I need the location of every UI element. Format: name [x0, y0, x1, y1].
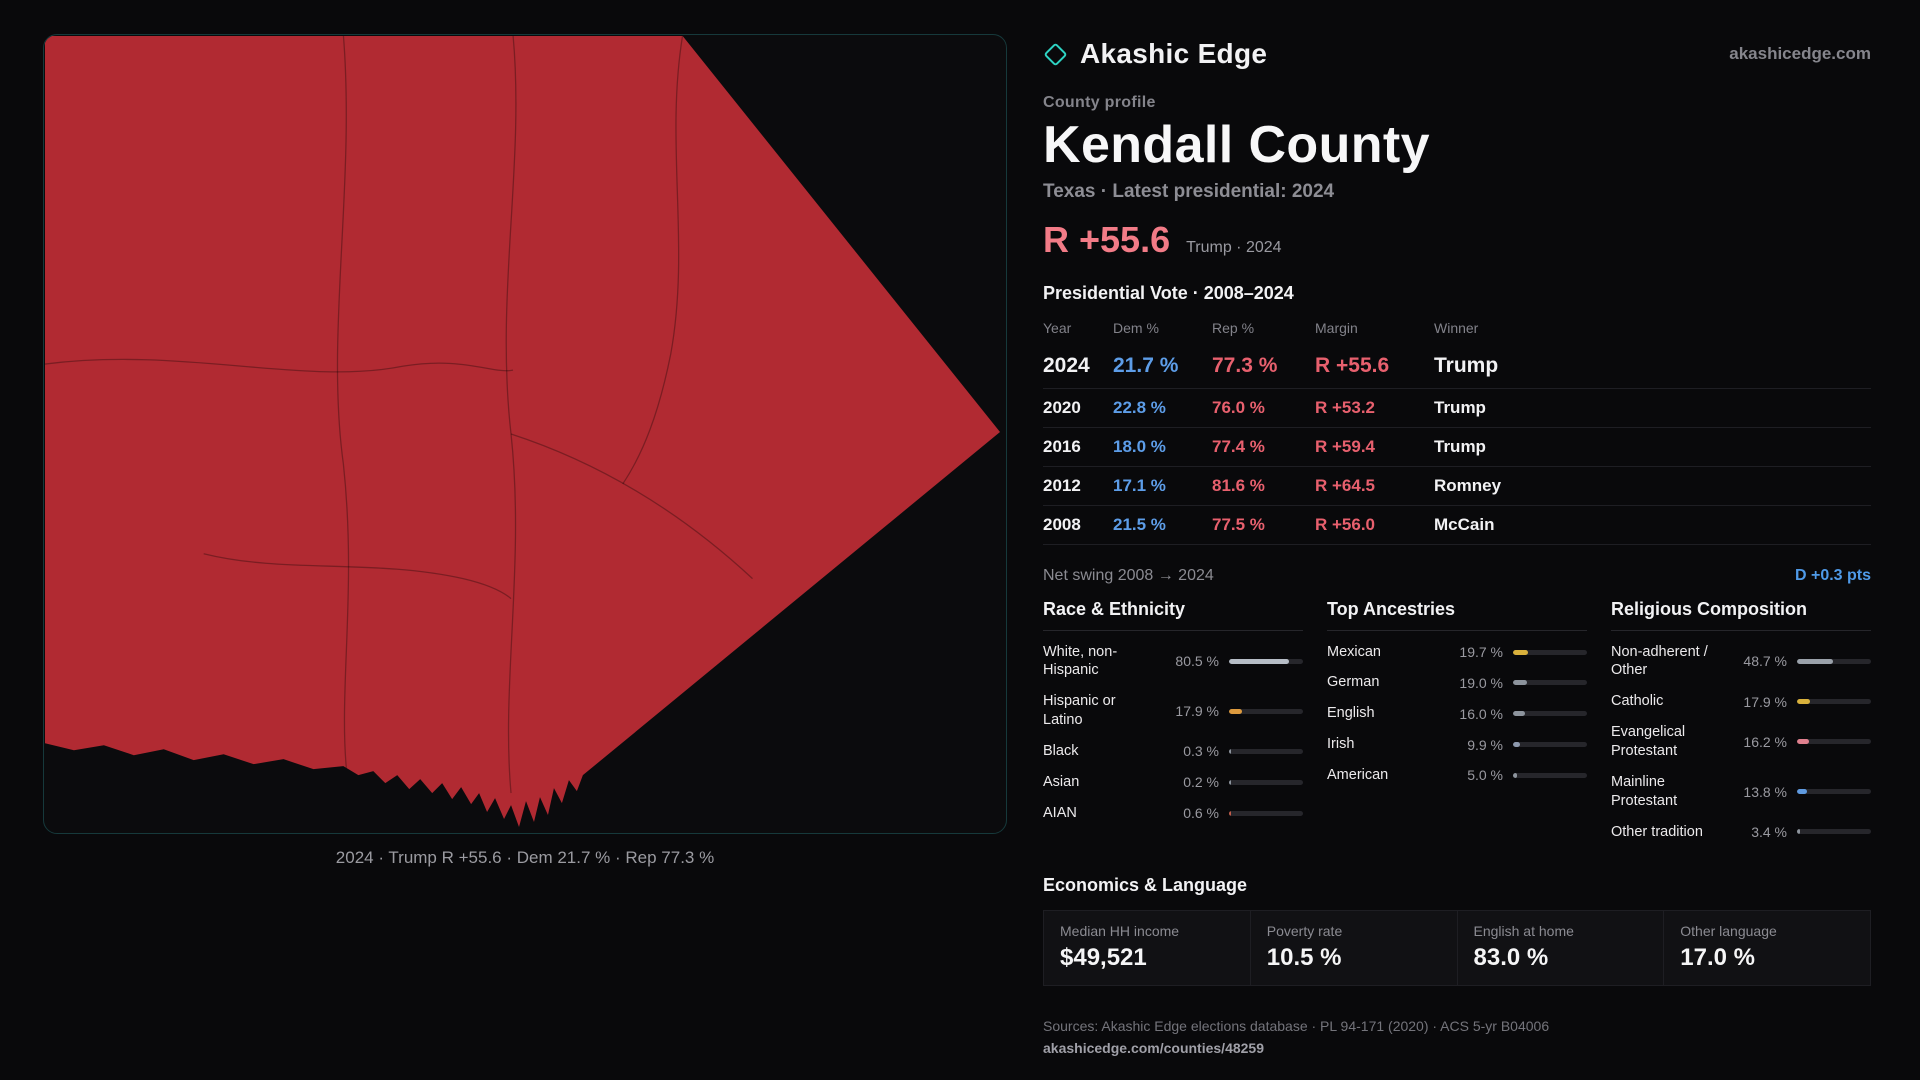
brand: Akashic Edge: [1043, 38, 1267, 70]
bar-fill: [1229, 779, 1231, 785]
race-ethnicity-column: Race & Ethnicity White, non-Hispanic 80.…: [1043, 599, 1303, 848]
vote-table-header: Year Dem % Rep % Margin Winner: [1043, 318, 1871, 344]
list-item: American 5.0 %: [1327, 760, 1587, 791]
religion-column: Religious Composition Non-adherent / Oth…: [1611, 599, 1871, 848]
bar-fill: [1513, 649, 1528, 655]
net-swing-value: D +0.3 pts: [1794, 566, 1871, 584]
bar-fill: [1229, 658, 1289, 664]
bar-track: [1513, 711, 1587, 717]
headline-margin: R +55.6 Trump · 2024: [1043, 219, 1871, 261]
list-item: AIAN 0.6 %: [1043, 798, 1303, 829]
list-item: White, non-Hispanic 80.5 %: [1043, 637, 1303, 687]
bar-fill: [1797, 699, 1811, 705]
bar-fill: [1513, 742, 1521, 748]
economics-title: Economics & Language: [1043, 875, 1248, 896]
table-row: 2016 18.0 % 77.4 % R +59.4 Trump: [1043, 428, 1871, 467]
county-shape: [44, 35, 1001, 828]
bar-fill: [1513, 711, 1525, 717]
headline-margin-value: R +55.6: [1043, 218, 1171, 260]
stat-card: Other language 17.0 %: [1664, 911, 1870, 986]
list-item: English 16.0 %: [1327, 698, 1587, 729]
bar-track: [1229, 779, 1303, 785]
table-row: 2024 21.7 % 77.3 % R +55.6 Trump: [1043, 344, 1871, 389]
bar-track: [1229, 708, 1303, 714]
col-winner: Winner: [1434, 319, 1479, 336]
list-item: Asian 0.2 %: [1043, 767, 1303, 798]
bar-track: [1797, 789, 1871, 795]
list-item: Mainline Protestant 13.8 %: [1611, 767, 1871, 817]
section-title: Top Ancestries: [1327, 599, 1587, 631]
list-item: Other tradition 3.4 %: [1611, 817, 1871, 848]
header: Akashic Edge akashicedge.com: [1043, 38, 1871, 70]
kicker: County profile: [1043, 94, 1156, 111]
page-title: Kendall County: [1043, 116, 1430, 174]
list-item: Hispanic or Latino 17.9 %: [1043, 686, 1303, 736]
sources-line: Sources: Akashic Edge elections database…: [1043, 1018, 1550, 1035]
map-caption: 2024 · Trump R +55.6 · Dem 21.7 % · Rep …: [335, 848, 715, 867]
list-item: Non-adherent / Other 48.7 %: [1611, 637, 1871, 687]
bar-track: [1513, 772, 1587, 778]
bar-track: [1513, 649, 1587, 655]
bar-fill: [1229, 810, 1231, 816]
table-row: 2012 17.1 % 81.6 % R +64.5 Romney: [1043, 467, 1871, 506]
county-map-panel: [43, 34, 1007, 834]
col-margin: Margin: [1315, 319, 1358, 336]
bar-track: [1797, 699, 1871, 705]
stat-card: Poverty rate 10.5 %: [1250, 911, 1457, 986]
list-item: Irish 9.9 %: [1327, 729, 1587, 760]
stat-card: English at home 83.0 %: [1457, 911, 1664, 986]
section-title: Religious Composition: [1611, 599, 1871, 631]
bar-track: [1797, 829, 1871, 835]
list-item: Black 0.3 %: [1043, 736, 1303, 767]
permalink[interactable]: akashicedge.com/counties/48259: [1043, 1040, 1264, 1057]
bar-track: [1229, 748, 1303, 754]
brand-name: Akashic Edge: [1080, 38, 1268, 69]
col-rep: Rep %: [1212, 319, 1255, 336]
bar-fill: [1797, 829, 1800, 835]
list-item: Evangelical Protestant 16.2 %: [1611, 717, 1871, 767]
section-title: Race & Ethnicity: [1043, 599, 1303, 631]
list-item: Catholic 17.9 %: [1611, 686, 1871, 717]
bar-fill: [1513, 680, 1528, 686]
bar-track: [1229, 658, 1303, 664]
stat-card: Median HH income $49,521: [1044, 911, 1250, 986]
bar-fill: [1229, 708, 1243, 714]
table-row: 2020 22.8 % 76.0 % R +53.2 Trump: [1043, 389, 1871, 428]
bar-track: [1513, 742, 1587, 748]
col-year: Year: [1043, 319, 1072, 336]
bar-fill: [1513, 772, 1517, 778]
list-item: Mexican 19.7 %: [1327, 637, 1587, 668]
bar-track: [1797, 739, 1871, 745]
diamond-logo-icon: [1043, 41, 1068, 67]
headline-margin-note: Trump · 2024: [1186, 238, 1282, 256]
table-row: 2008 21.5 % 77.5 % R +56.0 McCain: [1043, 506, 1871, 545]
bar-track: [1229, 810, 1303, 816]
internal-boundaries: [44, 35, 753, 794]
vote-table: Year Dem % Rep % Margin Winner 2024 21.7…: [1043, 318, 1871, 545]
demographics: Race & Ethnicity White, non-Hispanic 80.…: [1043, 599, 1871, 848]
bar-fill: [1229, 748, 1231, 754]
subtitle: Texas · Latest presidential: 2024: [1043, 180, 1335, 202]
bar-fill: [1797, 658, 1834, 664]
bar-fill: [1797, 789, 1808, 795]
bar-fill: [1797, 739, 1809, 745]
ancestries-column: Top Ancestries Mexican 19.7 % German 19.…: [1327, 599, 1587, 848]
net-swing: Net swing 2008 → 2024 D +0.3 pts: [1043, 545, 1871, 585]
vote-table-title: Presidential Vote · 2008–2024: [1043, 282, 1294, 303]
col-dem: Dem %: [1113, 319, 1159, 336]
bar-track: [1797, 658, 1871, 664]
list-item: German 19.0 %: [1327, 667, 1587, 698]
economics-cards: Median HH income $49,521 Poverty rate 10…: [1043, 910, 1871, 987]
net-swing-label: Net swing 2008 → 2024: [1043, 566, 1214, 584]
bar-track: [1513, 680, 1587, 686]
profile-panel: Akashic Edge akashicedge.com County prof…: [1043, 38, 1871, 1056]
site-link[interactable]: akashicedge.com: [1729, 44, 1871, 63]
county-map: [44, 35, 1001, 828]
